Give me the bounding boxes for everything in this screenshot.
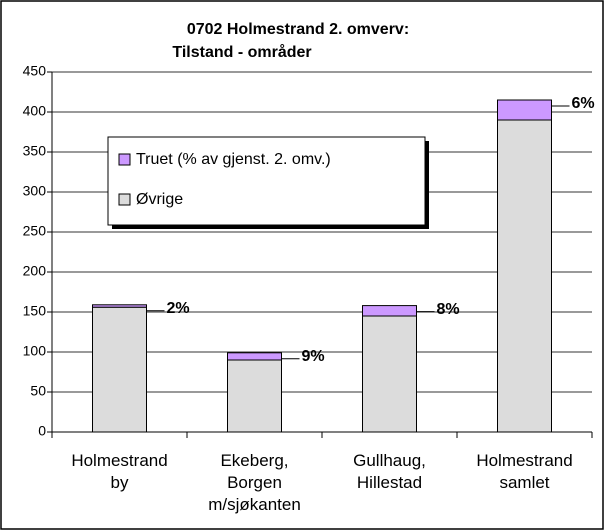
x-tick-label: Ekeberg, Borgen m/sjøkanten: [208, 451, 301, 514]
y-tick-label: 150: [23, 303, 47, 319]
y-tick-label: 300: [23, 183, 47, 199]
x-tick-label-line: Borgen: [227, 473, 282, 492]
x-tick-label-line: Holmestrand: [71, 451, 167, 470]
x-tick-label-line: Ekeberg,: [220, 451, 288, 470]
bar-segment: [92, 304, 147, 308]
bar-annotation: 6%: [572, 95, 595, 112]
y-tick-label: 400: [23, 103, 47, 119]
x-tick-label: Gullhaug, Hillestad: [353, 451, 426, 492]
x-tick-label: Holmestrand by: [71, 451, 167, 492]
bar-segment: [497, 99, 552, 121]
chart-title: 0702 Holmestrand 2. omverv:: [187, 21, 409, 38]
x-tick-label-line: Holmestrand: [476, 451, 572, 470]
x-tick-label: Holmestrand samlet: [476, 451, 572, 492]
bar-segment: [497, 119, 552, 433]
legend-label: Truet (% av gjenst. 2. omv.): [136, 151, 331, 168]
legend-label: Øvrige: [136, 191, 183, 208]
x-tick-label-line: by: [111, 473, 129, 492]
bar-annotation: 8%: [437, 301, 460, 318]
bar-annotation: 9%: [302, 348, 325, 365]
bar-segment: [227, 352, 282, 361]
bar-segment: [362, 305, 417, 317]
y-tick-label: 50: [30, 383, 46, 399]
y-tick-label: 450: [23, 63, 47, 79]
legend-swatch: [118, 193, 131, 206]
y-tick-label: 0: [38, 423, 46, 439]
y-tick-label: 200: [23, 263, 47, 279]
y-tick-label: 250: [23, 223, 47, 239]
x-tick-label-line: samlet: [499, 473, 549, 492]
legend-swatch: [118, 153, 131, 166]
x-tick-label-line: Hillestad: [357, 473, 422, 492]
chart-title: Tilstand - områder: [172, 43, 311, 61]
x-tick-label-line: Gullhaug,: [353, 451, 426, 470]
bar-segment: [227, 359, 282, 433]
bar-annotation: 2%: [167, 300, 190, 317]
y-tick-label: 100: [23, 343, 47, 359]
bar-segment: [92, 306, 147, 433]
x-tick-label-line: m/sjøkanten: [208, 495, 301, 514]
bar-segment: [362, 315, 417, 433]
y-tick-label: 350: [23, 143, 47, 159]
legend: [107, 136, 426, 226]
